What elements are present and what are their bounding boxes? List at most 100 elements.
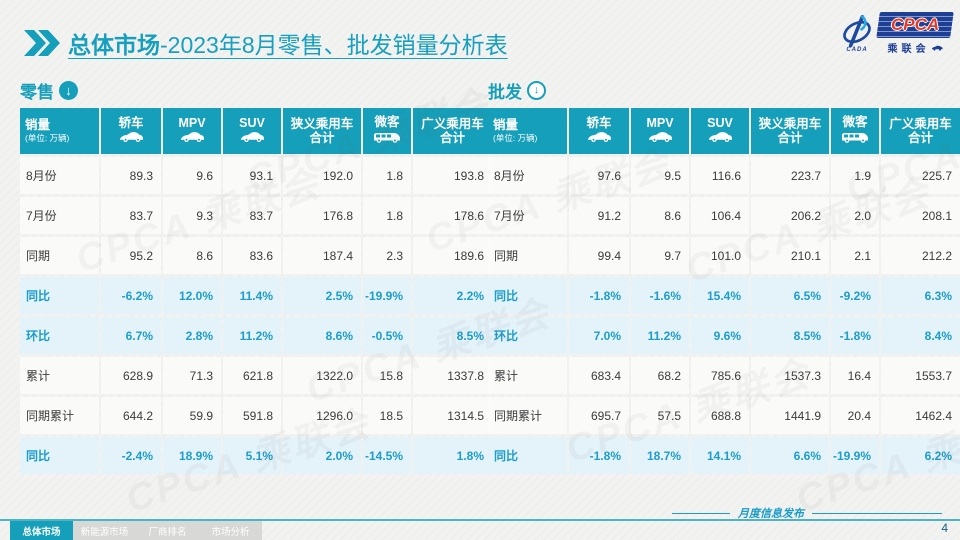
table-cell: 83.6	[223, 237, 281, 274]
footer-tab-1[interactable]: 新能源市场	[73, 521, 136, 540]
table-cell: 1462.4	[881, 397, 960, 434]
col-header-label2: 合计	[907, 131, 933, 145]
mpv-icon	[633, 131, 687, 146]
table-cell: 16.4	[831, 357, 879, 394]
table-cell: 15.4%	[691, 277, 749, 314]
table-cell: 187.4	[283, 237, 361, 274]
wholesale-table-row: 环比 7.0% 11.2% 9.6% 8.5% -1.8% 8.4%	[488, 317, 960, 354]
suv-icon	[225, 131, 279, 146]
table-cell: 93.1	[223, 157, 281, 194]
table-cell: 8.4%	[881, 317, 960, 354]
table-cell: 8.6	[163, 237, 221, 274]
table-cell: 9.3	[163, 197, 221, 234]
table-cell: 223.7	[751, 157, 829, 194]
table-cell: 683.4	[569, 357, 629, 394]
retail-table-row: 8月份 89.3 9.6 93.1 192.0 1.8 193.8	[20, 157, 492, 194]
retail-col-header: SUV	[223, 108, 281, 154]
table-cell: 15.8	[363, 357, 411, 394]
retail-col-header: 广义乘用车 合计	[413, 108, 492, 154]
col-header-label: 微客	[842, 115, 868, 130]
wholesale-col-header: MPV	[631, 108, 689, 154]
table-cell: 2.5%	[283, 277, 361, 314]
table-cell: 91.2	[569, 197, 629, 234]
col-header-unit: (单位: 万辆)	[493, 133, 538, 144]
table-cell: 97.6	[569, 157, 629, 194]
table-cell: -6.2%	[101, 277, 161, 314]
table-cell: 8.5%	[413, 317, 492, 354]
cpca-logo: CADA CPCA 乘联会	[839, 12, 954, 55]
col-header-label: 销量	[493, 117, 519, 132]
table-cell: 20.4	[831, 397, 879, 434]
table-cell: 7.0%	[569, 317, 629, 354]
table-cell: 1.9	[831, 157, 879, 194]
wholesale-table-row: 同期 99.4 9.7 101.0 210.1 2.1 212.2	[488, 237, 960, 274]
row-label: 同比	[488, 437, 567, 474]
logo-cada-text: CADA	[846, 46, 868, 53]
double-chevron-icon	[24, 30, 60, 56]
table-cell: 9.5	[631, 157, 689, 194]
van-icon	[833, 131, 877, 147]
table-cell: 206.2	[751, 197, 829, 234]
table-cell: 1537.3	[751, 357, 829, 394]
down-arrow-circle-icon: ↓	[59, 81, 78, 100]
table-cell: 628.9	[101, 357, 161, 394]
van-icon	[365, 131, 409, 147]
table-cell: 18.5	[363, 397, 411, 434]
down-arrow-ring-icon: ↓	[527, 81, 546, 100]
table-cell: 695.7	[569, 397, 629, 434]
table-cell: -1.8%	[569, 277, 629, 314]
col-header-label: 狭义乘用车	[290, 116, 354, 131]
footer-note-dash-left	[672, 512, 730, 514]
table-cell: 99.4	[569, 237, 629, 274]
col-header-label2: 合计	[439, 131, 465, 145]
table-cell: 116.6	[691, 157, 749, 194]
logo-swoosh-icon: CADA	[839, 14, 875, 53]
table-cell: 5.1%	[223, 437, 281, 474]
retail-table-row: 同比 -2.4% 18.9% 5.1% 2.0% -14.5% 1.8%	[20, 437, 492, 474]
footer-divider	[0, 519, 960, 521]
wholesale-table-row: 同比 -1.8% 18.7% 14.1% 6.6% -19.9% 6.2%	[488, 437, 960, 474]
footer-tab-0[interactable]: 总体市场	[10, 521, 73, 540]
table-cell: 644.2	[101, 397, 161, 434]
table-cell: 101.0	[691, 237, 749, 274]
sedan-icon	[571, 131, 627, 146]
wholesale-col-header: 轿车	[569, 108, 629, 154]
wholesale-table-row: 8月份 97.6 9.5 116.6 223.7 1.9 225.7	[488, 157, 960, 194]
footer-tab-3[interactable]: 市场分析	[199, 521, 262, 540]
table-cell: 225.7	[881, 157, 960, 194]
col-header-label: MPV	[178, 115, 206, 130]
logo-cpca-text: CPCA	[890, 15, 940, 34]
wholesale-col-header: 销量 (单位: 万辆)	[488, 108, 567, 154]
row-label: 环比	[20, 317, 99, 354]
wholesale-col-header: 广义乘用车 合计	[881, 108, 960, 154]
table-cell: 83.7	[101, 197, 161, 234]
table-cell: 18.9%	[163, 437, 221, 474]
footer-note-dash-right	[812, 512, 942, 514]
table-cell: 2.0%	[283, 437, 361, 474]
table-cell: 212.2	[881, 237, 960, 274]
row-label: 8月份	[488, 157, 567, 194]
table-cell: 1553.7	[881, 357, 960, 394]
page-title-bold: 总体市场	[68, 32, 160, 58]
table-cell: 11.2%	[223, 317, 281, 354]
logo-cpca-box: CPCA	[876, 12, 954, 38]
table-cell: -14.5%	[363, 437, 411, 474]
footer-note: 月度信息发布	[672, 505, 942, 521]
mpv-icon	[165, 131, 219, 146]
retail-table: 销量 (单位: 万辆) 轿车 MPV SUV 狭义乘用车 合计 微客 广义乘用车 合计 8月份 89.…	[18, 105, 494, 477]
table-cell: 6.5%	[751, 277, 829, 314]
retail-table-row: 7月份 83.7 9.3 83.7 176.8 1.8 178.6	[20, 197, 492, 234]
footer-tab-2[interactable]: 厂商排名	[136, 521, 199, 540]
table-cell: 210.1	[751, 237, 829, 274]
table-cell: 11.2%	[631, 317, 689, 354]
table-cell: 1.8	[363, 197, 411, 234]
row-label: 同期	[20, 237, 99, 274]
table-cell: 1441.9	[751, 397, 829, 434]
table-cell: -2.4%	[101, 437, 161, 474]
suv-icon	[693, 131, 747, 146]
table-cell: 8.6	[631, 197, 689, 234]
wholesale-header-row: 销量 (单位: 万辆) 轿车 MPV SUV 狭义乘用车 合计 微客 广义乘用车 合计	[488, 108, 960, 154]
table-cell: 2.1	[831, 237, 879, 274]
table-cell: 621.8	[223, 357, 281, 394]
